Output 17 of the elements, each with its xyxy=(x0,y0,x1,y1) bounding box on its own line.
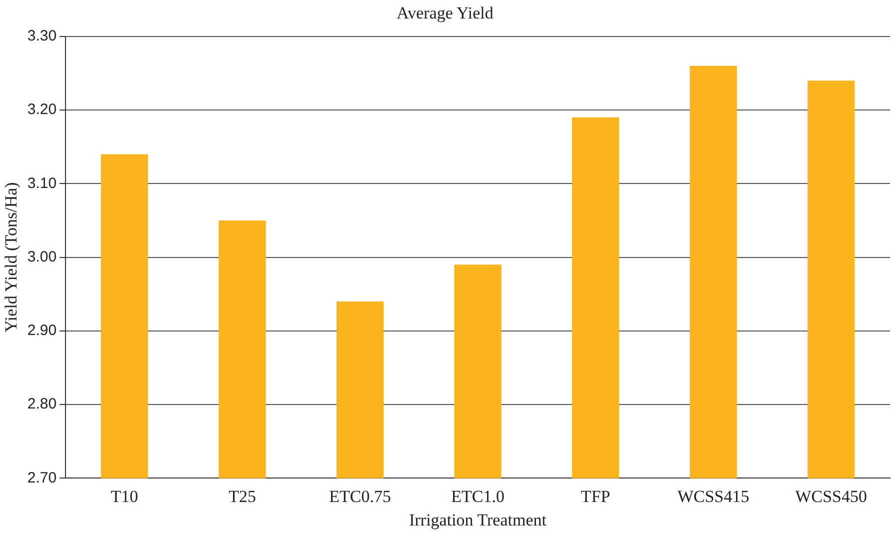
x-axis-title: Irrigation Treatment xyxy=(409,510,547,530)
y-tick-label: 2.80 xyxy=(27,396,57,413)
y-tick-label: 3.30 xyxy=(27,28,57,45)
y-tick-label: 3.20 xyxy=(27,101,57,118)
x-tick-label: WCSS415 xyxy=(677,486,750,506)
y-tick-label: 3.10 xyxy=(27,174,57,192)
y-tick-label: 3.00 xyxy=(27,248,57,266)
y-tick-label: 2.70 xyxy=(27,469,57,486)
chart-title: Average Yield xyxy=(396,4,494,23)
y-axis-title: Yield Yield (Tons/Ha) xyxy=(2,182,21,332)
x-tick-label: TFP xyxy=(580,486,610,506)
y-tick-label: 2.90 xyxy=(27,322,57,340)
x-tick-label: ETC0.75 xyxy=(329,486,391,506)
x-tick-label: T25 xyxy=(228,486,256,506)
x-tick-label: ETC1.0 xyxy=(451,486,504,506)
x-tick-label: T10 xyxy=(110,486,138,506)
x-tick-label: WCSS450 xyxy=(795,486,868,506)
